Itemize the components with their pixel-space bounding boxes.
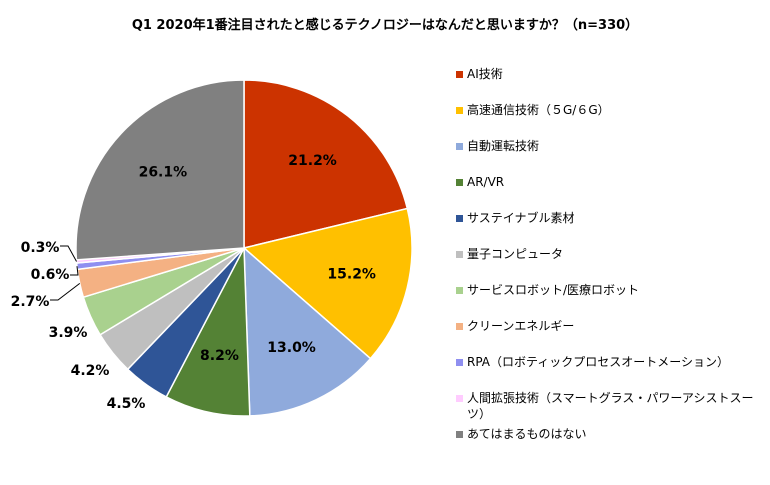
legend-swatch	[456, 359, 463, 366]
data-label-7: 3.9%	[49, 325, 88, 341]
leader-line-10	[60, 245, 77, 262]
legend-swatch	[456, 71, 463, 78]
legend-item-10: 人間拡張技術（スマートグラス・パワーアシストスーツ）	[448, 390, 766, 426]
pie-slice-1	[243, 79, 409, 249]
legend-item-3: 自動運転技術	[448, 138, 766, 174]
legend-label: サービスロボット/医療ロボット	[467, 283, 640, 297]
legend-item-2: 高速通信技術（５G/６G）	[448, 102, 766, 138]
leader-line-9	[70, 266, 79, 276]
legend-item-9: RPA（ロボティックプロセスオートメーション）	[448, 354, 766, 390]
leader-lines	[50, 245, 81, 301]
legend-label: 高速通信技術（５G/６G）	[467, 103, 610, 117]
data-label-8: 2.7%	[11, 294, 50, 310]
legend-swatch	[456, 431, 463, 438]
legend-label: AR/VR	[467, 175, 505, 189]
legend-swatch	[456, 143, 463, 150]
percent-labels: 21.2% 15.2% 13.0% 8.2% 4.5% 4.2% 3.9% 2.7% 0.6% 0…	[11, 153, 376, 412]
legend-item-8: クリーンエネルギー	[448, 318, 766, 354]
legend-item-1: AI技術	[448, 66, 766, 102]
data-label-6: 4.2%	[71, 363, 110, 379]
pie-slice-4	[165, 245, 251, 417]
legend-item-4: AR/VR	[448, 174, 766, 210]
legend-item-6: 量子コンピュータ	[448, 246, 766, 282]
chart-title: Q1 2020年1番注目されたと感じるテクノロジーはなんだと思いますか？（n=3…	[131, 18, 639, 33]
legend-label: 人間拡張技術（スマートグラス・パワーアシストスーツ）	[467, 391, 754, 421]
legend-swatch	[456, 215, 463, 222]
data-label-9: 0.6%	[31, 267, 70, 283]
legend-label: あてはまるものはない	[467, 427, 587, 441]
legend: AI技術高速通信技術（５G/６G） 自動運転技術 AR/VR サステイナブル素材 量子コ…	[448, 66, 766, 462]
data-label-1: 21.2%	[288, 153, 337, 169]
legend-swatch	[456, 179, 463, 186]
legend-swatch	[456, 251, 463, 258]
data-label-10: 0.3%	[21, 240, 60, 256]
data-label-11: 26.1%	[139, 164, 188, 180]
legend-item-5: サステイナブル素材	[448, 210, 766, 246]
legend-label: クリーンエネルギー	[467, 319, 575, 333]
data-label-5: 4.5%	[107, 396, 146, 412]
pie-slice-2	[242, 207, 413, 360]
legend-label: RPA（ロボティックプロセスオートメーション）	[467, 355, 730, 369]
legend-item-11: あてはまるものはない	[448, 426, 766, 462]
legend-swatch	[456, 107, 463, 114]
legend-swatch	[456, 395, 463, 402]
pie-slice-3	[243, 246, 372, 417]
pie-slices	[75, 79, 413, 417]
legend-swatch	[456, 287, 463, 294]
data-label-2: 15.2%	[327, 266, 376, 282]
pie-slice-11	[75, 79, 245, 261]
legend-label: 自動運転技術	[467, 139, 540, 153]
data-label-3: 13.0%	[267, 340, 316, 356]
leader-line-8	[50, 282, 81, 301]
legend-item-7: サービスロボット/医療ロボット	[448, 282, 766, 318]
legend-label: 量子コンピュータ	[467, 247, 564, 261]
data-label-4: 8.2%	[200, 348, 239, 364]
legend-label: AI技術	[467, 67, 503, 81]
legend-label: サステイナブル素材	[467, 211, 575, 225]
legend-swatch	[456, 323, 463, 330]
